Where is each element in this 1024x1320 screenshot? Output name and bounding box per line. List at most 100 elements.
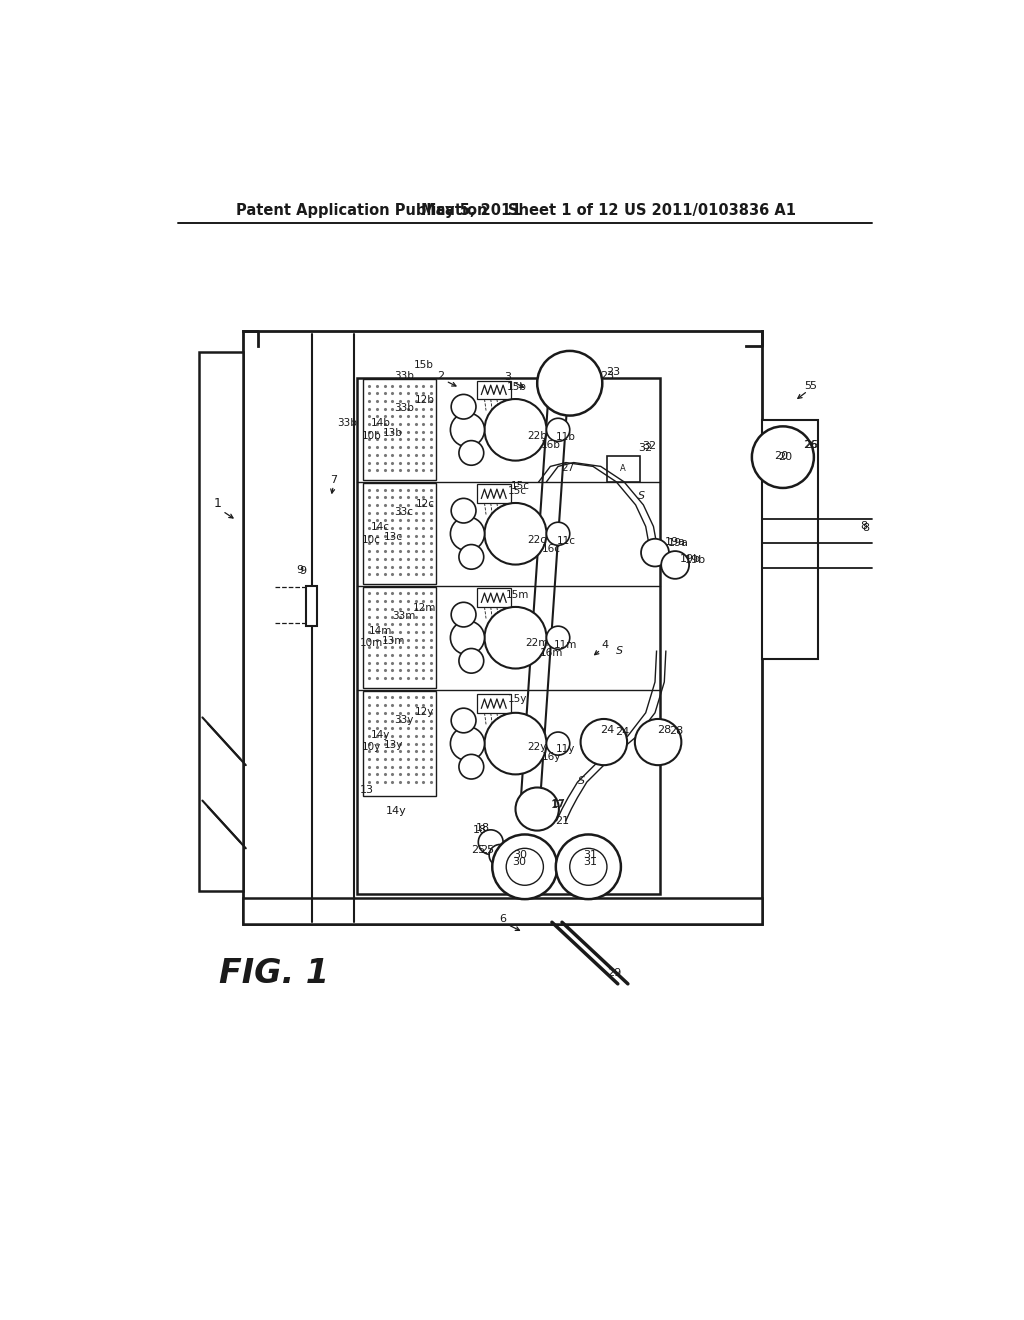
Text: 25: 25 bbox=[480, 845, 495, 855]
Text: 31: 31 bbox=[583, 857, 597, 867]
Text: 13: 13 bbox=[359, 785, 374, 795]
Text: 14y: 14y bbox=[386, 807, 407, 816]
Text: 9: 9 bbox=[297, 565, 303, 576]
Circle shape bbox=[493, 834, 557, 899]
Circle shape bbox=[451, 517, 484, 550]
Text: S: S bbox=[578, 776, 585, 785]
Text: 14y: 14y bbox=[371, 730, 390, 741]
Text: S: S bbox=[638, 491, 645, 500]
Text: US 2011/0103836 A1: US 2011/0103836 A1 bbox=[624, 203, 796, 218]
Text: 26: 26 bbox=[805, 440, 818, 450]
Bar bbox=[477, 484, 511, 503]
Circle shape bbox=[556, 834, 621, 899]
Circle shape bbox=[538, 351, 602, 416]
Circle shape bbox=[484, 503, 547, 565]
Text: 28: 28 bbox=[657, 725, 672, 735]
Text: 11m: 11m bbox=[554, 640, 578, 649]
Text: 33b: 33b bbox=[338, 418, 357, 428]
Circle shape bbox=[515, 788, 559, 830]
Circle shape bbox=[506, 849, 544, 886]
Text: 23: 23 bbox=[606, 367, 621, 378]
Text: 14c: 14c bbox=[371, 523, 390, 532]
Text: 33c: 33c bbox=[394, 507, 414, 517]
Text: 12m: 12m bbox=[413, 603, 436, 612]
Bar bbox=[477, 589, 511, 607]
Text: 8: 8 bbox=[861, 521, 867, 532]
Text: 22b: 22b bbox=[527, 430, 547, 441]
Text: 33b: 33b bbox=[394, 403, 414, 413]
Bar bbox=[362, 483, 436, 585]
Text: A: A bbox=[621, 465, 626, 473]
Text: 10y: 10y bbox=[361, 742, 381, 752]
Text: 6: 6 bbox=[500, 915, 507, 924]
Circle shape bbox=[484, 399, 547, 461]
Text: 24: 24 bbox=[615, 727, 630, 737]
Text: 3: 3 bbox=[504, 372, 511, 381]
Text: 14b: 14b bbox=[371, 418, 390, 428]
Circle shape bbox=[452, 708, 476, 733]
Text: 21: 21 bbox=[555, 816, 569, 825]
Text: 31: 31 bbox=[583, 850, 597, 861]
Text: 20: 20 bbox=[778, 453, 793, 462]
Bar bbox=[477, 380, 511, 399]
Text: 19b: 19b bbox=[685, 556, 706, 565]
Text: 19b: 19b bbox=[680, 554, 701, 564]
Text: 10b: 10b bbox=[361, 430, 381, 441]
Circle shape bbox=[547, 523, 569, 545]
Circle shape bbox=[452, 499, 476, 523]
Text: May 5, 2011: May 5, 2011 bbox=[421, 203, 521, 218]
Bar bbox=[362, 587, 436, 688]
Circle shape bbox=[452, 395, 476, 418]
Text: 26: 26 bbox=[803, 440, 817, 450]
Circle shape bbox=[451, 413, 484, 446]
Text: 18: 18 bbox=[473, 825, 487, 834]
Text: 12b: 12b bbox=[415, 395, 435, 405]
Bar bbox=[306, 586, 317, 626]
Text: 22m: 22m bbox=[525, 639, 549, 648]
Text: 17: 17 bbox=[551, 800, 565, 810]
Text: 25: 25 bbox=[471, 845, 485, 855]
Text: S: S bbox=[615, 647, 623, 656]
Bar bbox=[477, 694, 511, 713]
Text: 30: 30 bbox=[513, 850, 527, 861]
Bar bbox=[607, 455, 640, 482]
Text: FIG. 1: FIG. 1 bbox=[219, 957, 330, 990]
Text: 15m: 15m bbox=[506, 590, 528, 601]
Text: 16c: 16c bbox=[542, 544, 561, 554]
Text: 10m: 10m bbox=[359, 639, 383, 648]
Text: 17: 17 bbox=[552, 799, 566, 809]
Circle shape bbox=[478, 830, 503, 854]
Text: 20: 20 bbox=[774, 450, 788, 461]
Circle shape bbox=[459, 755, 483, 779]
Circle shape bbox=[547, 733, 569, 755]
Text: 5: 5 bbox=[809, 381, 816, 391]
Text: 15b: 15b bbox=[414, 360, 434, 370]
Text: 18: 18 bbox=[476, 824, 490, 833]
Text: 15b: 15b bbox=[507, 381, 527, 392]
Bar bbox=[362, 379, 436, 480]
Bar bbox=[200, 352, 243, 891]
Text: 10c: 10c bbox=[361, 535, 381, 545]
Text: 16m: 16m bbox=[540, 648, 563, 657]
Circle shape bbox=[459, 441, 483, 465]
Text: 15y: 15y bbox=[507, 694, 526, 704]
Circle shape bbox=[635, 719, 681, 766]
Text: 22y: 22y bbox=[527, 742, 547, 752]
Circle shape bbox=[752, 426, 814, 488]
Text: 11c: 11c bbox=[556, 536, 575, 546]
Circle shape bbox=[569, 849, 607, 886]
Bar bbox=[762, 420, 818, 659]
Circle shape bbox=[641, 539, 669, 566]
Text: 9: 9 bbox=[299, 566, 306, 576]
Text: 19a: 19a bbox=[665, 537, 686, 546]
Circle shape bbox=[581, 719, 627, 766]
Text: 1: 1 bbox=[214, 496, 222, 510]
Circle shape bbox=[451, 620, 484, 655]
Text: 13m: 13m bbox=[381, 636, 404, 647]
Text: 11b: 11b bbox=[556, 432, 575, 442]
Circle shape bbox=[489, 845, 511, 866]
Text: 13b: 13b bbox=[383, 428, 403, 438]
Text: 27: 27 bbox=[561, 463, 574, 473]
Text: 32: 32 bbox=[639, 444, 652, 453]
Text: 33y: 33y bbox=[394, 714, 414, 725]
